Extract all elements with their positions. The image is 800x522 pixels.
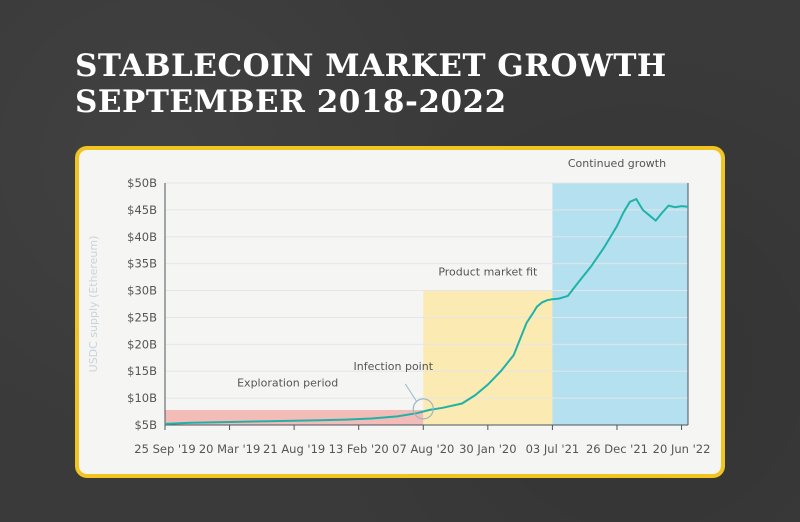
- y-tick-label: $40B: [127, 230, 157, 244]
- phase-band-3: [552, 183, 688, 425]
- x-tick-label: 30 Jan '20: [459, 442, 516, 456]
- growth-chart: $5B $10B $15B $20B $25B $30B $35B $40B $45B $50B 2…: [87, 157, 711, 456]
- infection-point-label: Infection point: [354, 360, 434, 373]
- y-tick-label: $25B: [127, 310, 157, 324]
- y-tick-label: $10B: [127, 391, 157, 405]
- y-tick-label: $15B: [127, 364, 157, 378]
- infection-point-marker: [412, 398, 434, 420]
- x-tick-label: 13 Feb '20: [329, 442, 389, 456]
- y-tick-label: $50B: [127, 176, 157, 190]
- x-tick-label: 07 Aug '20: [392, 442, 454, 456]
- x-tick-label: 21 Aug '19: [263, 442, 325, 456]
- x-tick-label: 25 Sep '19: [134, 442, 195, 456]
- page-title: STABLECOIN MARKET GROWTH SEPTEMBER 2018-…: [75, 48, 667, 120]
- x-tick-label: 26 Dec '21: [586, 442, 648, 456]
- y-tick-label: $20B: [127, 337, 157, 351]
- y-tick-label: $5B: [134, 418, 157, 432]
- y-tick-label: $30B: [127, 284, 157, 298]
- phase-band-2: [423, 290, 553, 425]
- phase-label-2: Product market fit: [438, 266, 538, 279]
- chart-card: $5B $10B $15B $20B $25B $30B $35B $40B $45B $50B 2…: [75, 146, 725, 478]
- infection-point-pointer: [404, 383, 417, 402]
- x-tick-label: 20 Jun '22: [653, 442, 711, 456]
- x-tick-label: 20 Mar '19: [199, 442, 260, 456]
- usdc-supply-line: [164, 197, 689, 425]
- title-line-2: SEPTEMBER 2018-2022: [75, 84, 507, 120]
- x-tick-label: 03 Jul '21: [526, 442, 580, 456]
- y-tick-label: $35B: [127, 257, 157, 271]
- phase-label-1: Exploration period: [237, 376, 338, 389]
- y-axis-label: USDC supply (Ethereum): [87, 236, 100, 373]
- phase-label-3: Continued growth: [568, 157, 666, 170]
- title-line-1: STABLECOIN MARKET GROWTH: [75, 48, 667, 84]
- y-tick-label: $45B: [127, 203, 157, 217]
